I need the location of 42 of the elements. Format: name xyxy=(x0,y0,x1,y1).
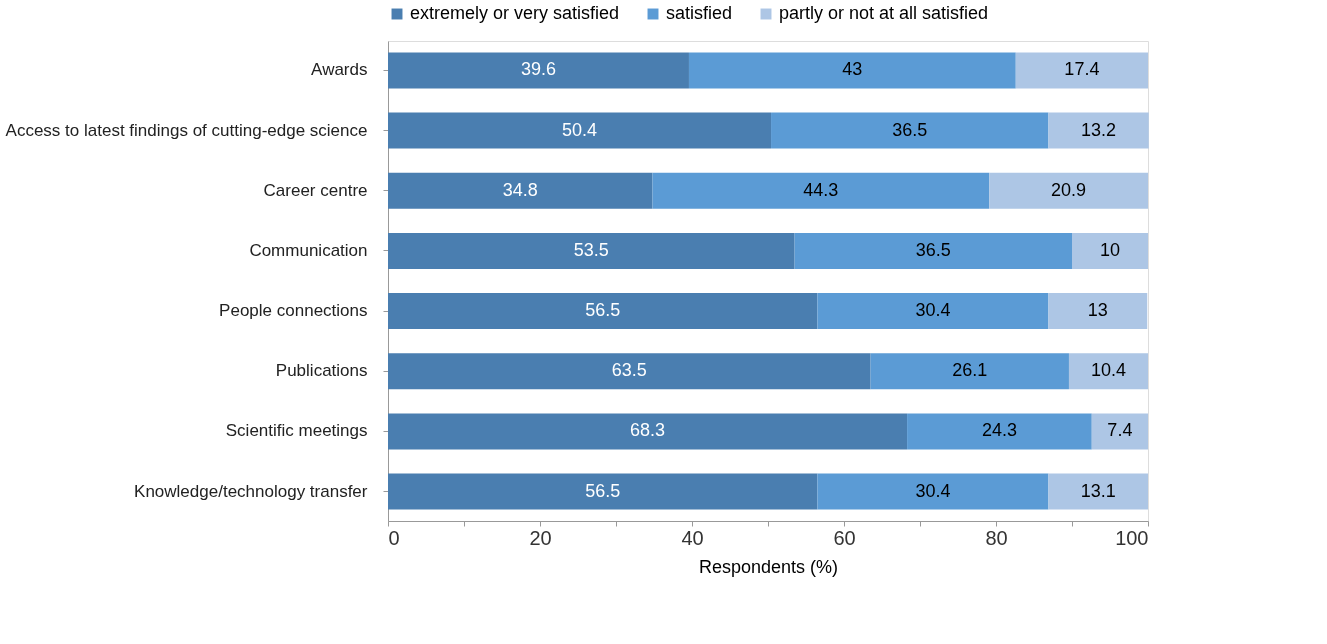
data-label: 30.4 xyxy=(915,300,951,321)
data-label: 43 xyxy=(842,59,863,80)
data-label: 30.4 xyxy=(915,480,951,501)
y-tick-label: Scientific meetings xyxy=(225,421,368,441)
data-label: 36.5 xyxy=(915,239,951,260)
x-tick-label: 60 xyxy=(833,526,856,549)
y-tick-label: Career centre xyxy=(263,180,368,200)
x-tick-label: 20 xyxy=(529,526,552,549)
data-label: 7.4 xyxy=(1107,420,1133,441)
x-tick-label: 0 xyxy=(388,526,400,549)
legend-label: extremely or very satisfied xyxy=(410,3,620,23)
data-label: 68.3 xyxy=(630,420,666,441)
data-label: 13.2 xyxy=(1081,119,1117,140)
data-label: 44.3 xyxy=(803,179,839,200)
data-label: 39.6 xyxy=(520,59,556,80)
data-label: 56.5 xyxy=(585,300,621,321)
data-label: 34.8 xyxy=(502,179,538,200)
data-label: 13 xyxy=(1087,300,1108,321)
data-label: 10.4 xyxy=(1090,360,1126,381)
data-label: 26.1 xyxy=(952,360,988,381)
x-tick-label: 100 xyxy=(1115,526,1149,549)
y-tick-label: Awards xyxy=(311,60,368,80)
data-label: 24.3 xyxy=(981,420,1017,441)
x-axis-title: Respondents (%) xyxy=(698,556,839,577)
y-tick-label: Communication xyxy=(249,240,368,260)
y-tick-label: Knowledge/technology transfer xyxy=(134,481,368,501)
data-label: 63.5 xyxy=(611,360,647,381)
y-tick-label: Publications xyxy=(275,361,368,381)
x-tick-label: 80 xyxy=(985,526,1008,549)
y-tick-label: People connections xyxy=(219,301,368,321)
data-label: 10 xyxy=(1099,239,1121,260)
legend-label: partly or not at all satisfied xyxy=(779,3,989,23)
legend-label: satisfied xyxy=(666,3,733,23)
data-label: 50.4 xyxy=(562,119,598,140)
data-label: 20.9 xyxy=(1051,179,1087,200)
x-tick-label: 40 xyxy=(681,526,704,549)
y-tick-label: Access to latest findings of cutting-edge science xyxy=(5,120,368,140)
data-label: 56.5 xyxy=(585,480,621,501)
data-label: 13.1 xyxy=(1080,480,1116,501)
data-label: 53.5 xyxy=(573,239,609,260)
data-label: 36.5 xyxy=(892,119,928,140)
data-label: 17.4 xyxy=(1064,59,1100,80)
